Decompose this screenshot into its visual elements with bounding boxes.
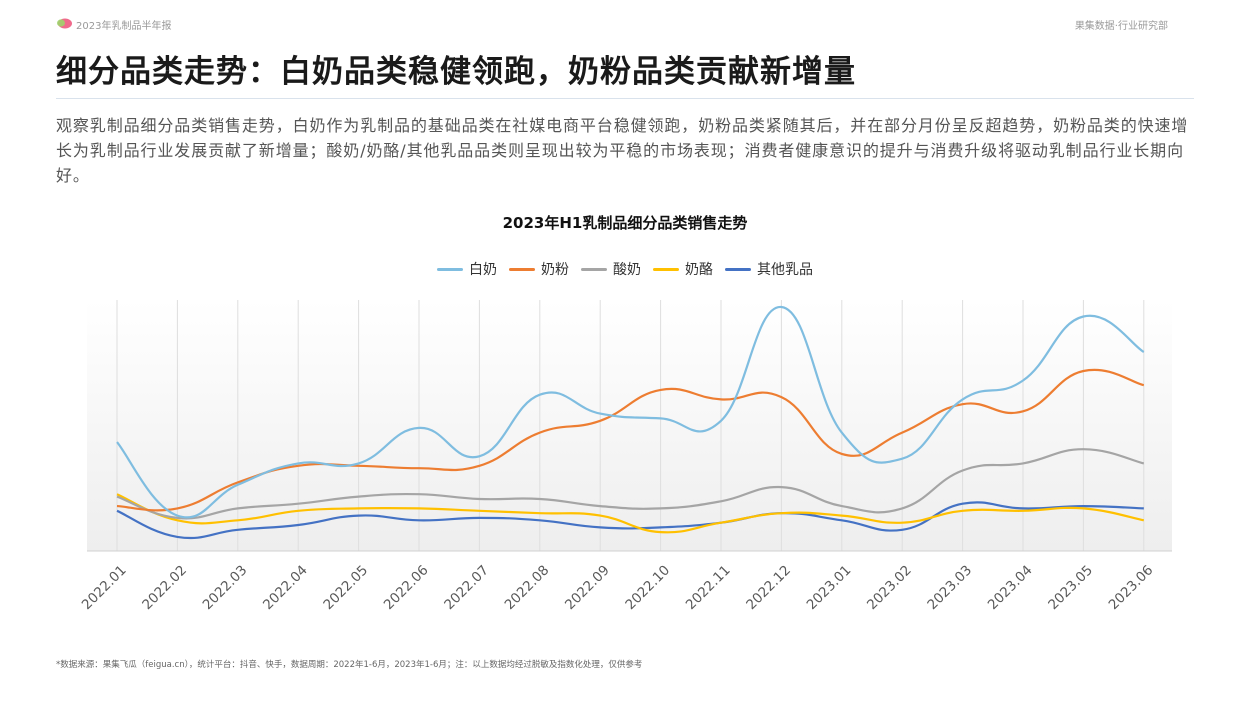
x-axis-tick-labels: 2022.01 2022.02 2022.03 2022.04 2022.05 2022.… — [79, 562, 1157, 613]
legend-swatch — [725, 267, 751, 271]
x-tick-label: 2022.11 — [683, 562, 734, 613]
series-line-3 — [116, 493, 1145, 534]
x-tick-label: 2022.04 — [260, 562, 311, 613]
brand-name: 果集数据·行业研究部 — [1074, 21, 1168, 32]
footnote: *数据来源：果集飞瓜（feigua.cn），统计平台：抖音、快手，数据周期：20… — [56, 660, 643, 670]
x-tick-label: 2022.12 — [743, 562, 794, 613]
title-divider — [56, 98, 1194, 99]
legend-swatch — [509, 267, 535, 271]
series-line-0 — [116, 305, 1145, 519]
x-tick-label: 2023.02 — [864, 562, 915, 613]
legend-swatch — [581, 267, 607, 271]
intro-paragraph: 观察乳制品细分品类销售走势，白奶作为乳制品的基础品类在社媒电商平台稳健领跑，奶粉… — [56, 116, 1189, 185]
report-name: 2023年乳制品半年报 — [76, 21, 172, 32]
chart-legend: 白奶 奶粉 酸奶 奶酪 其他乳品 — [0, 259, 1250, 279]
legend-label: 白奶 — [469, 262, 497, 278]
x-tick-label: 2022.01 — [79, 562, 130, 613]
chart-title: 2023年H1乳制品细分品类销售走势 — [502, 214, 748, 232]
line-chart: 2022.01 2022.02 2022.03 2022.04 2022.05 2022.… — [79, 300, 1172, 613]
series-lines — [116, 305, 1145, 540]
legend-item[interactable]: 其他乳品 — [725, 259, 813, 279]
page-title: 细分品类走势：白奶品类稳健领跑，奶粉品类贡献新增量 — [56, 54, 856, 90]
legend-item[interactable]: 白奶 — [437, 259, 497, 279]
legend-label: 奶粉 — [541, 262, 569, 278]
x-tick-label: 2022.07 — [441, 562, 492, 613]
legend-item[interactable]: 酸奶 — [581, 259, 641, 279]
legend-label: 酸奶 — [613, 262, 641, 278]
x-tick-label: 2022.09 — [562, 562, 613, 613]
brand-logo-icon — [57, 18, 72, 29]
x-tick-label: 2022.06 — [381, 562, 432, 613]
x-tick-label: 2022.03 — [200, 562, 251, 613]
x-tick-label: 2023.01 — [804, 562, 855, 613]
series-line-2 — [116, 448, 1145, 520]
legend-item[interactable]: 奶酪 — [653, 259, 713, 279]
series-line-4 — [116, 501, 1144, 540]
legend-label: 奶酪 — [685, 262, 713, 278]
x-tick-label: 2022.02 — [139, 562, 190, 613]
plot-area — [87, 300, 1172, 551]
x-tick-label: 2022.05 — [320, 562, 371, 613]
x-tick-label: 2023.04 — [985, 562, 1036, 613]
series-line-1 — [116, 368, 1145, 512]
x-tick-label: 2023.06 — [1106, 562, 1157, 613]
legend-item[interactable]: 奶粉 — [509, 259, 569, 279]
x-tick-label: 2023.05 — [1045, 562, 1096, 613]
legend-label: 其他乳品 — [757, 262, 813, 278]
legend-swatch — [653, 267, 679, 271]
x-tick-label: 2023.03 — [924, 562, 975, 613]
x-tick-label: 2022.08 — [502, 562, 553, 613]
legend-swatch — [437, 267, 463, 271]
page-header: 2023年乳制品半年报 果集数据·行业研究部 — [0, 0, 1250, 40]
x-tick-label: 2022.10 — [622, 562, 673, 613]
